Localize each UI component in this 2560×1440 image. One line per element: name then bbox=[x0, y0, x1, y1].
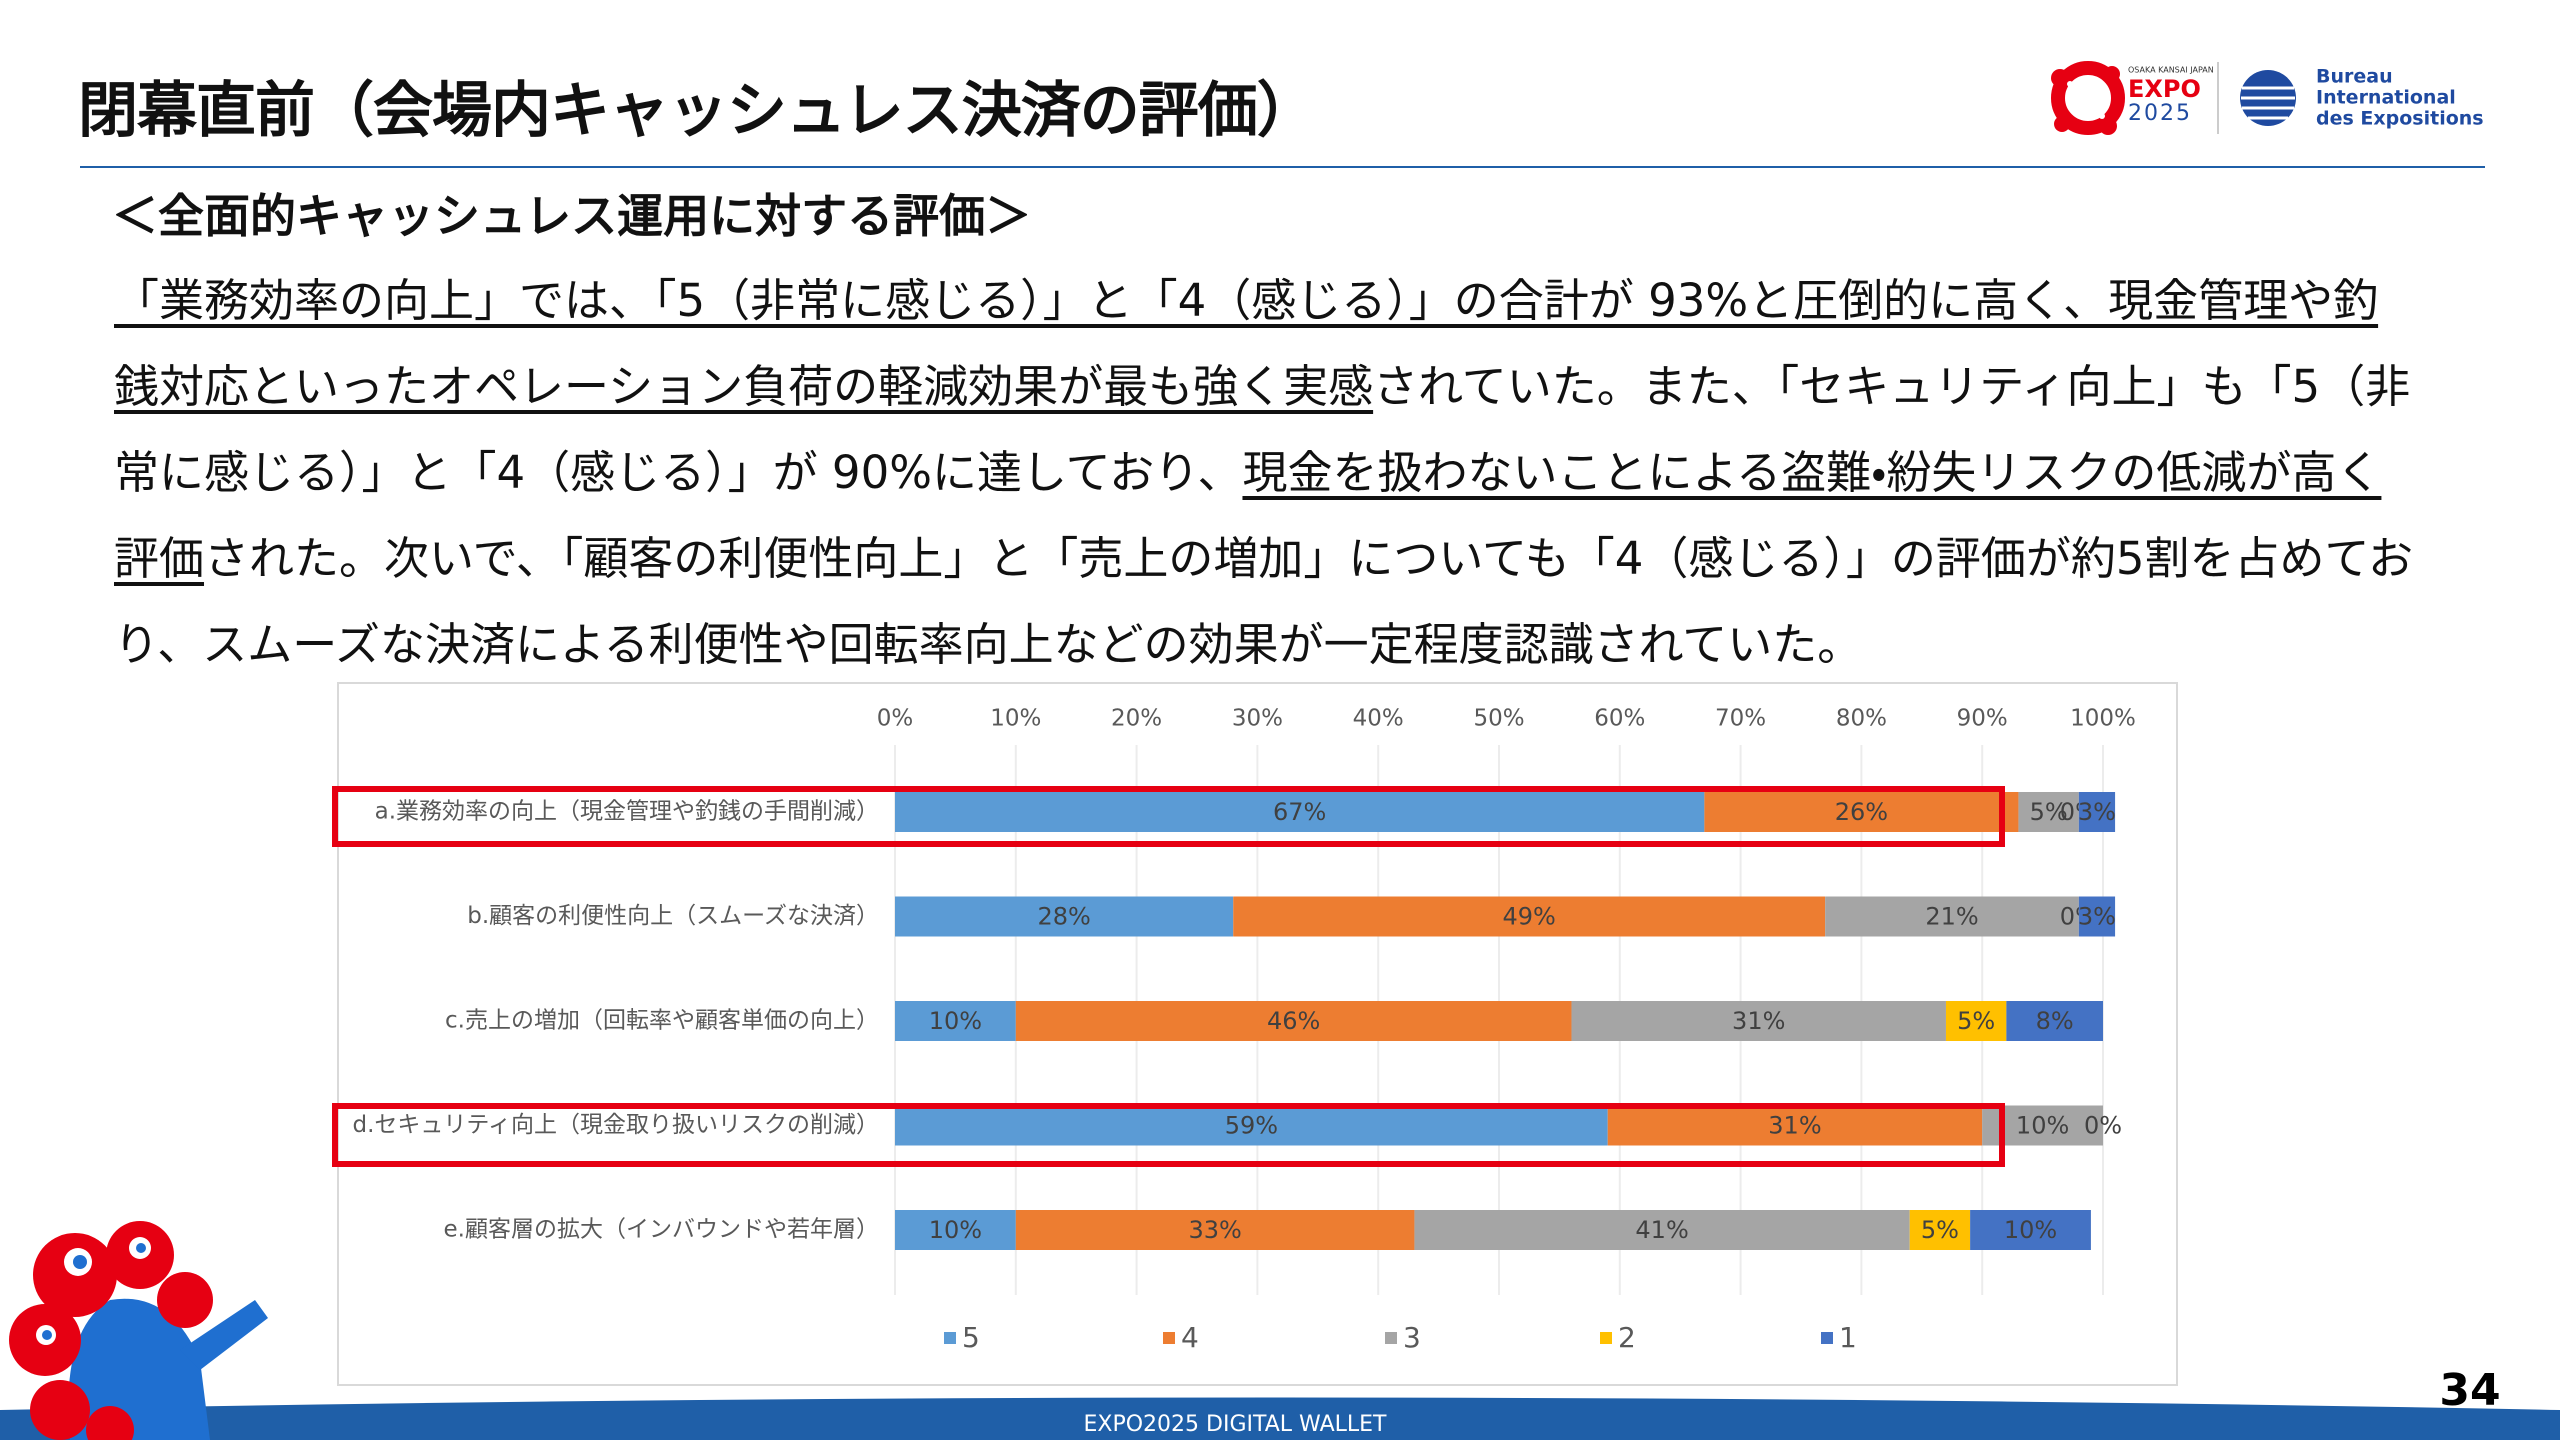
logo-small-text: OSAKA KANSAI JAPAN bbox=[2128, 66, 2214, 75]
bar-segment bbox=[895, 1210, 1016, 1250]
body-paragraph: 「業務効率の向上」では、「5（非常に感じる）」と「4（感じる）」の合計が 93%… bbox=[114, 258, 2414, 688]
x-tick-label: 0% bbox=[877, 706, 914, 732]
bar-segment bbox=[1571, 1001, 1946, 1041]
data-label: 26% bbox=[1835, 798, 1888, 826]
x-tick-label: 30% bbox=[1232, 706, 1283, 732]
bar-segment bbox=[895, 896, 1234, 937]
data-label: 59% bbox=[1225, 1112, 1278, 1140]
subheading: ＜全面的キャッシュレス運用に対する評価＞ bbox=[112, 189, 1032, 243]
data-label: 3% bbox=[2078, 798, 2116, 826]
text-segment: 現金を扱わないことによる盗難・紛失リスクの低減が高く評価 bbox=[114, 446, 2382, 585]
data-label: 49% bbox=[1503, 903, 1556, 931]
bar-segment bbox=[1015, 1210, 1415, 1250]
highlight-box bbox=[332, 786, 2005, 847]
data-label: 5% bbox=[2030, 798, 2068, 826]
footer-band bbox=[0, 1397, 2560, 1440]
text-segment: されていた。また、「セキュリティ向上」も「5（非常に感じる）」と「4（感じる）」… bbox=[114, 360, 2411, 499]
bar-segment bbox=[1970, 1210, 2091, 1250]
x-tick-label: 60% bbox=[1594, 706, 1645, 732]
data-label: 10% bbox=[2016, 1112, 2069, 1140]
category-label: e.顧客層の拡大（インバウンドや若年層） bbox=[444, 1217, 879, 1243]
bie-line: International bbox=[2316, 87, 2456, 109]
category-label: b.顧客の利便性向上（スムーズな決済） bbox=[467, 903, 879, 929]
logo-year: 2025 bbox=[2128, 101, 2192, 126]
page-number: 34 bbox=[2439, 1365, 2500, 1416]
data-label: 41% bbox=[1635, 1216, 1688, 1244]
legend-swatch bbox=[1600, 1332, 1612, 1344]
x-tick-label: 20% bbox=[1111, 706, 1162, 732]
data-label: 31% bbox=[1768, 1112, 1821, 1140]
text-segment: 「業務効率の向上」では、「5（非常に感じる）」と「4（感じる）」の合計が 93%… bbox=[114, 274, 2379, 413]
bar-segment bbox=[1414, 1210, 1910, 1250]
bar-segment bbox=[895, 1001, 1016, 1041]
data-label: 33% bbox=[1188, 1216, 1241, 1244]
data-label: 31% bbox=[1732, 1007, 1785, 1035]
data-label: 5% bbox=[1921, 1216, 1959, 1244]
bar-segment bbox=[2078, 792, 2116, 832]
category-label: c.売上の増加（回転率や顧客単価の向上） bbox=[445, 1008, 879, 1034]
legend-label: 5 bbox=[962, 1321, 980, 1354]
data-label: 10% bbox=[929, 1007, 982, 1035]
bar-segment bbox=[1704, 792, 2019, 832]
bar-segment bbox=[1607, 1105, 1983, 1146]
data-label: 28% bbox=[1037, 903, 1090, 931]
mascot bbox=[9, 1221, 268, 1440]
data-label: 46% bbox=[1267, 1007, 1320, 1035]
x-tick-label: 40% bbox=[1353, 706, 1404, 732]
category-label: a.業務効率の向上（現金管理や釣銭の手間削減） bbox=[375, 799, 879, 825]
bar-segment bbox=[2006, 1001, 2103, 1041]
data-label: 0% bbox=[2084, 1112, 2122, 1140]
legend-label: 1 bbox=[1839, 1321, 1857, 1354]
legend-swatch bbox=[1821, 1332, 1833, 1344]
bar-segment bbox=[2078, 896, 2116, 937]
logo-expo: EXPO bbox=[2128, 75, 2201, 103]
data-label: 10% bbox=[929, 1216, 982, 1244]
bie-line: Bureau bbox=[2316, 66, 2393, 88]
data-label: 67% bbox=[1273, 798, 1326, 826]
legend-swatch bbox=[1385, 1332, 1397, 1344]
legend-label: 2 bbox=[1618, 1321, 1636, 1354]
data-label: 3% bbox=[2078, 903, 2116, 931]
data-label: 10% bbox=[2004, 1216, 2057, 1244]
data-label: 21% bbox=[1925, 903, 1978, 931]
highlight-box bbox=[332, 1103, 2005, 1167]
text-segment: された。次いで、「顧客の利便性向上」と「売上の増加」についても「4（感じる）」の… bbox=[114, 532, 2414, 671]
x-tick-label: 50% bbox=[1473, 706, 1524, 732]
x-tick-label: 70% bbox=[1715, 706, 1766, 732]
bar-segment bbox=[1909, 1210, 1971, 1250]
bar-segment bbox=[2018, 792, 2079, 832]
bar-segment bbox=[895, 1105, 1608, 1146]
x-tick-label: 10% bbox=[990, 706, 1041, 732]
title-rule bbox=[80, 166, 2485, 168]
bar-segment bbox=[1233, 896, 1826, 937]
expo-logo: OSAKA KANSAI JAPAN EXPO 2025 bbox=[2051, 61, 2219, 135]
slide-title: 閉幕直前（会場内キャッシュレス決済の評価） bbox=[78, 76, 1317, 146]
x-tick-label: 100% bbox=[2070, 706, 2136, 732]
bie-logo: Bureau International des Expositions bbox=[2240, 66, 2484, 130]
legend-swatch bbox=[1163, 1332, 1175, 1344]
chart: 0% 10% 20% 30% 40% 50% 60% 70% 80% 90% 100%a.業務効率の… bbox=[352, 706, 2135, 1355]
footer-text: EXPO2025 DIGITAL WALLET bbox=[1084, 1412, 1388, 1437]
legend-label: 4 bbox=[1181, 1321, 1199, 1354]
category-label: d.セキュリティ向上（現金取り扱いリスクの削減） bbox=[352, 1112, 879, 1138]
bar-segment bbox=[1825, 896, 2079, 937]
x-tick-label: 80% bbox=[1836, 706, 1887, 732]
bar-segment bbox=[895, 792, 1705, 832]
bar-segment bbox=[1945, 1001, 2007, 1041]
x-tick-label: 90% bbox=[1957, 706, 2008, 732]
legend-swatch bbox=[944, 1332, 956, 1344]
data-label: 5% bbox=[1957, 1007, 1995, 1035]
bie-line: des Expositions bbox=[2316, 108, 2484, 130]
bar-segment bbox=[1015, 1001, 1572, 1041]
data-label: 8% bbox=[2036, 1007, 2074, 1035]
legend-label: 3 bbox=[1403, 1321, 1421, 1354]
